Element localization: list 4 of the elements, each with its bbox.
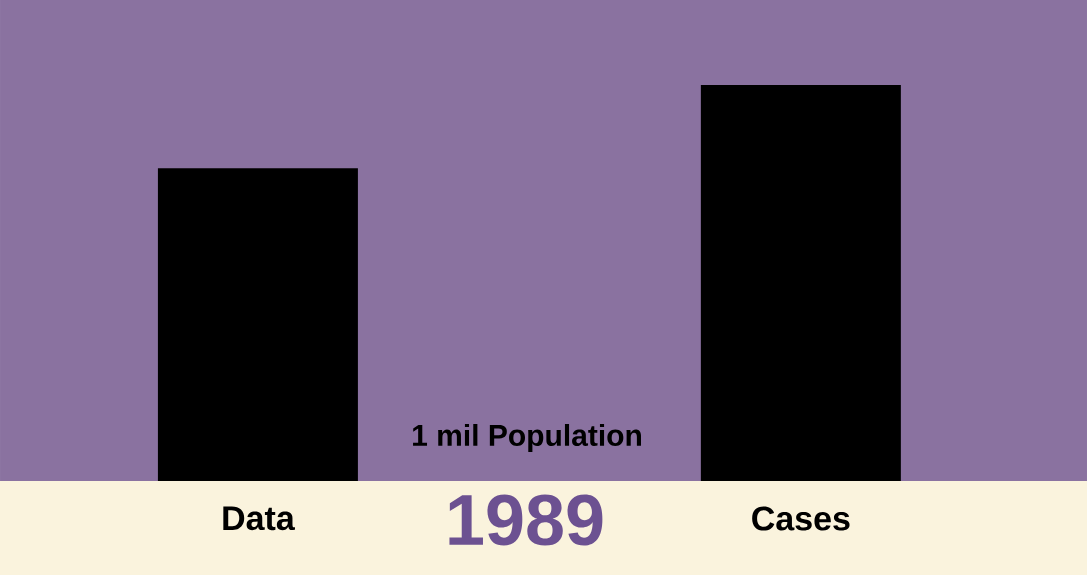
text: 1 mil Population xyxy=(413,424,641,452)
x-tick-label: Data xyxy=(223,506,295,531)
text: 1989 xyxy=(449,494,603,546)
x-tick-label: Cases xyxy=(752,506,850,531)
